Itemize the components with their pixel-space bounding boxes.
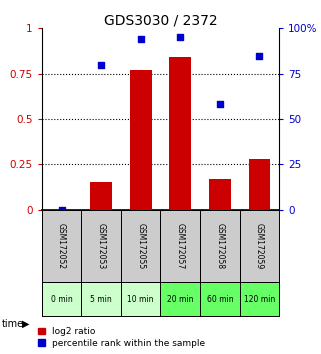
- Bar: [240, 282, 279, 316]
- Text: 0 min: 0 min: [51, 295, 73, 303]
- Text: GSM172059: GSM172059: [255, 223, 264, 269]
- Text: 5 min: 5 min: [90, 295, 112, 303]
- Bar: [248, 159, 270, 210]
- Text: ▶: ▶: [22, 319, 29, 329]
- Text: 120 min: 120 min: [244, 295, 275, 303]
- Bar: [121, 210, 160, 282]
- Bar: [81, 210, 121, 282]
- Point: [257, 53, 262, 58]
- Bar: [90, 182, 112, 210]
- Point: [138, 36, 143, 42]
- Text: 20 min: 20 min: [167, 295, 194, 303]
- Bar: [42, 210, 81, 282]
- Point: [99, 62, 104, 67]
- Bar: [121, 282, 160, 316]
- Text: GSM172058: GSM172058: [215, 223, 224, 269]
- Point: [59, 207, 64, 212]
- Title: GDS3030 / 2372: GDS3030 / 2372: [104, 13, 217, 27]
- Bar: [42, 282, 81, 316]
- Point: [178, 35, 183, 40]
- Bar: [160, 282, 200, 316]
- Bar: [209, 179, 231, 210]
- Bar: [200, 210, 240, 282]
- Bar: [130, 70, 152, 210]
- Text: GSM172055: GSM172055: [136, 223, 145, 269]
- Bar: [81, 282, 121, 316]
- Legend: log2 ratio, percentile rank within the sample: log2 ratio, percentile rank within the s…: [37, 326, 207, 349]
- Bar: [240, 210, 279, 282]
- Text: GSM172052: GSM172052: [57, 223, 66, 269]
- Bar: [200, 282, 240, 316]
- Text: 10 min: 10 min: [127, 295, 154, 303]
- Text: GSM172057: GSM172057: [176, 223, 185, 269]
- Bar: [169, 57, 191, 210]
- Point: [217, 102, 222, 107]
- Text: time: time: [2, 319, 24, 329]
- Bar: [160, 210, 200, 282]
- Text: GSM172053: GSM172053: [97, 223, 106, 269]
- Text: 60 min: 60 min: [207, 295, 233, 303]
